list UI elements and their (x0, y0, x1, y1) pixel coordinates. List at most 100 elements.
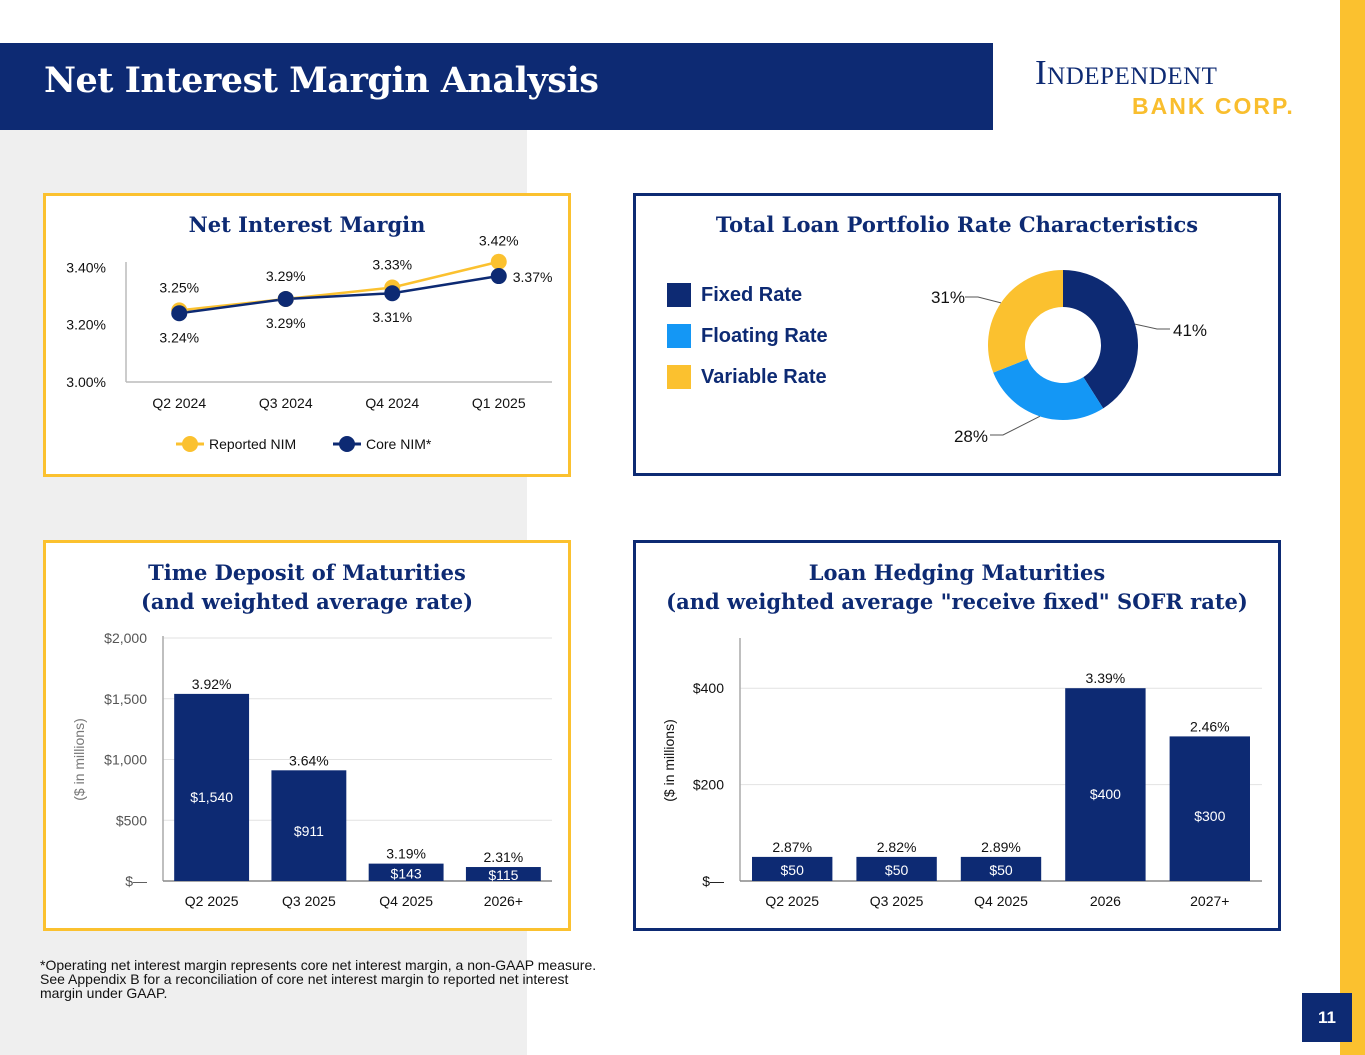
bar-value-label: $115 (488, 867, 518, 883)
series-line-reported (179, 260, 500, 312)
bar (465, 867, 541, 881)
bar-value-label: $50 (781, 862, 805, 878)
y-tick-label: $2,000 (104, 630, 147, 646)
bar-rate-label: 2.31% (484, 849, 524, 865)
x-tick-label: Q4 2025 (379, 893, 433, 909)
legend-marker-reported (182, 436, 198, 452)
nim-chart-title: Net Interest Margin (188, 212, 426, 237)
y-tick-label: 3.40% (66, 259, 106, 275)
bar-rate-label: 3.19% (386, 846, 426, 862)
data-point-core (277, 290, 294, 307)
bar-rate-label: 2.89% (981, 839, 1021, 855)
data-label-core: 3.24% (159, 329, 199, 345)
data-label-reported: 3.33% (372, 257, 412, 273)
data-label-core: 3.37% (513, 269, 553, 285)
x-tick-label: Q2 2025 (185, 893, 239, 909)
x-tick-label: Q3 2024 (259, 395, 313, 411)
bar (752, 856, 833, 881)
donut-data-label: 41% (1173, 321, 1207, 340)
data-label-core: 3.29% (266, 315, 306, 331)
legend-label-core: Core NIM* (366, 436, 432, 452)
loan-portfolio-panel: Total Loan Portfolio Rate Characteristic… (633, 193, 1281, 476)
series-line-core (179, 274, 499, 315)
y-tick-label: $1,500 (104, 691, 147, 707)
x-tick-label: Q1 2025 (472, 395, 526, 411)
logo-subtitle: BANK CORP. (1132, 93, 1295, 119)
bar-value-label: $1,540 (190, 789, 233, 805)
bar-rate-label: 3.39% (1086, 670, 1126, 686)
leader-line (990, 415, 1041, 436)
data-point-core (490, 268, 507, 285)
bar-rate-label: 2.82% (877, 839, 917, 855)
time-deposit-bar-chart: $— $500 $1,000 $1,500 $2,000 $1,540 3.92% Q2 20… (71, 630, 552, 909)
y-tick-label: $— (702, 873, 724, 889)
y-axis-title: ($ in millions) (71, 718, 87, 800)
data-label-reported: 3.42% (479, 233, 519, 249)
leader-line (965, 296, 1002, 304)
data-label-reported: 3.29% (266, 268, 306, 284)
legend-marker-core (339, 436, 355, 452)
y-tick-label: $1,000 (104, 752, 147, 768)
loan-donut-chart: 41% 28% 31% (931, 270, 1207, 446)
donut-slice-variable-rate (988, 270, 1063, 373)
legend-swatch-variable (667, 365, 691, 389)
x-tick-label: Q4 2024 (365, 395, 419, 411)
loan-hedging-panel: Loan Hedging Maturities (and weighted av… (633, 540, 1281, 931)
loan-hedging-subtitle: (and weighted average "receive fixed" SO… (666, 589, 1248, 614)
legend-label-fixed: Fixed Rate (701, 284, 803, 306)
legend-swatch-floating (667, 324, 691, 348)
donut-data-label: 28% (954, 427, 988, 446)
bar-value-label: $911 (294, 823, 324, 839)
bar-rate-label: 3.92% (192, 676, 232, 692)
bar-rate-label: 2.46% (1190, 718, 1230, 734)
y-tick-label: 3.20% (66, 317, 106, 333)
bar (271, 770, 347, 881)
bar-rate-label: 3.64% (289, 752, 329, 768)
time-deposit-panel: Time Deposit of Maturities (and weighted… (43, 540, 571, 931)
logo-wordmark: Independent (1035, 53, 1218, 92)
x-tick-label: Q3 2025 (282, 893, 336, 909)
bar-rate-label: 2.87% (772, 839, 812, 855)
bar-value-label: $400 (1090, 786, 1121, 802)
header-bar (0, 43, 993, 130)
page-title: Net Interest Margin Analysis (44, 60, 599, 101)
bar-value-label: $143 (391, 865, 422, 881)
loan-hedging-bar-chart: $— $200 $400 $50 2.87% Q2 2025 $50 2.82% Q3 2025… (661, 638, 1262, 909)
data-label-core: 3.31% (372, 309, 412, 325)
footnote: *Operating net interest margin represent… (40, 957, 597, 1001)
donut-slice-floating-rate (993, 358, 1104, 420)
data-point-core (171, 305, 188, 322)
page-number: 11 (1302, 993, 1352, 1042)
leader-line (1134, 323, 1170, 330)
time-deposit-subtitle: (and weighted average rate) (140, 589, 474, 614)
x-tick-label: 2026 (1090, 893, 1121, 909)
y-tick-label: $500 (116, 812, 147, 828)
bar (368, 863, 444, 881)
y-tick-label: $200 (693, 777, 724, 793)
time-deposit-title: Time Deposit of Maturities (148, 560, 466, 585)
legend-label-reported: Reported NIM (209, 436, 296, 452)
bar-value-label: $50 (989, 862, 1013, 878)
x-tick-label: Q2 2025 (765, 893, 819, 909)
bar (856, 856, 937, 881)
x-tick-label: 2026+ (484, 893, 523, 909)
data-point-core (384, 285, 401, 302)
data-label-reported: 3.25% (159, 279, 199, 295)
right-accent-stripe (1340, 0, 1365, 1055)
x-tick-label: Q3 2025 (870, 893, 924, 909)
legend-label-variable: Variable Rate (701, 366, 827, 388)
bar (960, 856, 1042, 881)
donut-slice-fixed-rate (1063, 270, 1138, 409)
x-tick-label: Q2 2024 (152, 395, 206, 411)
legend-swatch-fixed (667, 283, 691, 307)
y-tick-label: $— (125, 873, 147, 889)
x-tick-label: 2027+ (1190, 893, 1229, 909)
y-tick-label: 3.00% (66, 374, 106, 390)
x-tick-label: Q4 2025 (974, 893, 1028, 909)
bar (1065, 688, 1146, 881)
loan-hedging-title: Loan Hedging Maturities (808, 560, 1106, 585)
bar-value-label: $300 (1194, 808, 1225, 824)
legend-label-floating: Floating Rate (701, 325, 828, 347)
data-point-reported (490, 253, 507, 270)
y-tick-label: $400 (693, 680, 724, 696)
